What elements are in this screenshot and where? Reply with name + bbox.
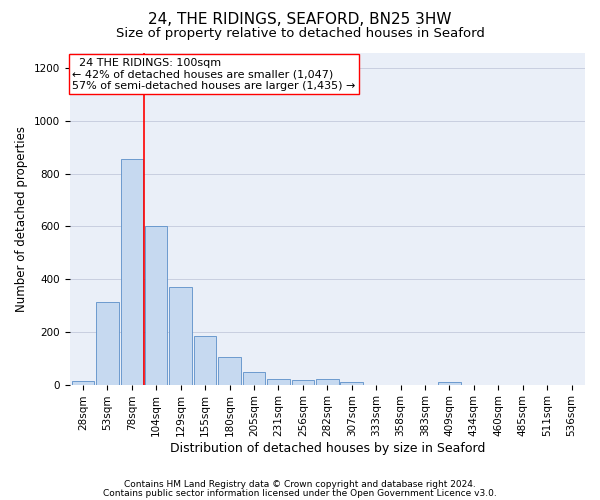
Bar bbox=[218, 357, 241, 384]
Bar bbox=[169, 287, 192, 384]
Bar bbox=[316, 380, 338, 384]
Bar bbox=[121, 159, 143, 384]
Text: Contains HM Land Registry data © Crown copyright and database right 2024.: Contains HM Land Registry data © Crown c… bbox=[124, 480, 476, 489]
Bar bbox=[194, 336, 217, 384]
Bar bbox=[438, 382, 461, 384]
Text: 24, THE RIDINGS, SEAFORD, BN25 3HW: 24, THE RIDINGS, SEAFORD, BN25 3HW bbox=[148, 12, 452, 28]
Bar bbox=[292, 380, 314, 384]
X-axis label: Distribution of detached houses by size in Seaford: Distribution of detached houses by size … bbox=[170, 442, 485, 455]
Bar bbox=[72, 380, 94, 384]
Bar bbox=[267, 380, 290, 384]
Text: Contains public sector information licensed under the Open Government Licence v3: Contains public sector information licen… bbox=[103, 488, 497, 498]
Bar bbox=[340, 382, 363, 384]
Y-axis label: Number of detached properties: Number of detached properties bbox=[15, 126, 28, 312]
Bar bbox=[243, 372, 265, 384]
Text: Size of property relative to detached houses in Seaford: Size of property relative to detached ho… bbox=[116, 28, 484, 40]
Bar bbox=[96, 302, 119, 384]
Bar bbox=[145, 226, 167, 384]
Text: 24 THE RIDINGS: 100sqm
← 42% of detached houses are smaller (1,047)
57% of semi-: 24 THE RIDINGS: 100sqm ← 42% of detached… bbox=[72, 58, 355, 91]
